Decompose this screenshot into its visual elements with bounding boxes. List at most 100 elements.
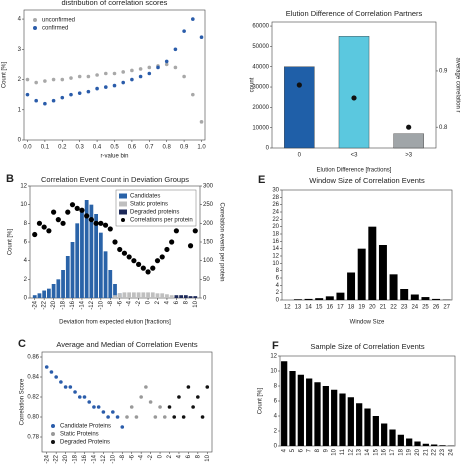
y-tick-label: 2 [274, 429, 278, 435]
legend-label: Static Proteins [60, 432, 99, 438]
x-tick-label: 22 [390, 305, 397, 311]
legend-label: Static proteins [130, 202, 168, 208]
x-tick-label: 0.1 [41, 145, 50, 151]
bar [314, 382, 321, 446]
x-tick-label: 12 [348, 448, 354, 455]
x-tick-label: 4 [165, 300, 171, 304]
point [107, 226, 113, 232]
x-tick-label: 2 [167, 454, 173, 458]
point [46, 228, 52, 234]
y-axis-label: Count [%] [8, 229, 14, 256]
y-tick-label: 24 [272, 210, 279, 216]
point [406, 124, 412, 130]
bar [32, 295, 37, 298]
point [74, 205, 80, 211]
y2-tick-label: 0.8 [439, 125, 448, 131]
point [117, 246, 123, 253]
point [200, 415, 205, 419]
x-tick-label: 0 [158, 454, 164, 458]
x-tick-label: 6 [174, 300, 180, 304]
legend-swatch [33, 26, 37, 30]
point [192, 228, 198, 234]
x-tick-label: 24 [411, 305, 418, 311]
point [173, 65, 178, 70]
point [49, 370, 54, 374]
point [112, 83, 117, 88]
bar [322, 386, 329, 446]
point [77, 74, 82, 79]
x-axis-label: Window Size [350, 320, 385, 326]
legend-label: Correlations per protein [130, 218, 193, 224]
point [164, 59, 169, 64]
y-tick-label: 0 [276, 298, 280, 304]
bar [122, 292, 127, 298]
legend-swatch [119, 201, 127, 207]
bar [339, 393, 346, 446]
y-tick-label: 0 [24, 296, 28, 302]
x-tick-label: 15 [316, 305, 323, 311]
y-tick-label: 20 [272, 224, 279, 230]
point [73, 390, 77, 394]
bar [389, 274, 398, 300]
bar [89, 204, 94, 298]
x-tick-label: -18 [73, 454, 79, 463]
bar [410, 294, 419, 300]
x-tick-label: 8 [315, 448, 321, 452]
bar [306, 378, 313, 446]
point [126, 254, 132, 260]
point [138, 67, 143, 71]
point [32, 231, 38, 238]
legend-label: Candidate Proteins [60, 424, 111, 430]
point [162, 415, 167, 419]
bar [357, 248, 366, 300]
y-tick-label: 22 [272, 217, 279, 223]
x-tick-label: 4 [177, 454, 183, 458]
x-tick-label: -8 [120, 454, 126, 460]
point [173, 47, 178, 52]
y-tick-label: 6 [274, 399, 278, 405]
bar [368, 226, 377, 300]
point [177, 395, 181, 399]
x-tick-label: 23 [440, 448, 446, 455]
bar [179, 295, 183, 298]
bar [150, 292, 155, 298]
y-tick-label: 8 [24, 221, 28, 227]
x-tick-label: 12 [284, 305, 291, 311]
point [111, 410, 115, 414]
x-tick-label: 2 [155, 300, 161, 304]
x-tick-label: 0.6 [128, 145, 137, 151]
bar [338, 36, 370, 149]
y-tick-label: 0.84 [27, 375, 39, 381]
bar [193, 296, 198, 298]
point [156, 65, 160, 70]
point [159, 254, 165, 260]
y-tick-label: 4 [18, 17, 22, 23]
x-tick-label: 23 [401, 305, 408, 311]
y2-tick-label: 100 [203, 258, 214, 264]
point [69, 76, 73, 80]
x-tick-label: 13 [357, 448, 363, 455]
y2-tick-label: 0 [203, 296, 207, 302]
point [130, 77, 134, 82]
legend-label: Candidates [130, 194, 160, 200]
point [167, 405, 172, 409]
bar [406, 438, 413, 446]
x-tick-label: -8 [108, 300, 114, 306]
bar [325, 296, 334, 300]
x-tick-label: 0.7 [145, 145, 154, 151]
point [150, 265, 156, 271]
bar [61, 270, 65, 298]
y-tick-label: 50000 [252, 44, 269, 50]
x-tick-label: -4 [127, 300, 133, 306]
x-tick-label: 6 [298, 448, 304, 452]
x-tick-label: 27 [443, 305, 450, 311]
point [82, 395, 87, 399]
x-tick-label: 19 [358, 305, 365, 311]
x-tick-label: -2 [148, 454, 154, 460]
point [69, 202, 76, 208]
x-tick-label: 11 [340, 448, 346, 455]
bar [289, 371, 296, 446]
point [191, 92, 195, 97]
x-tick-label: -20 [63, 454, 69, 463]
